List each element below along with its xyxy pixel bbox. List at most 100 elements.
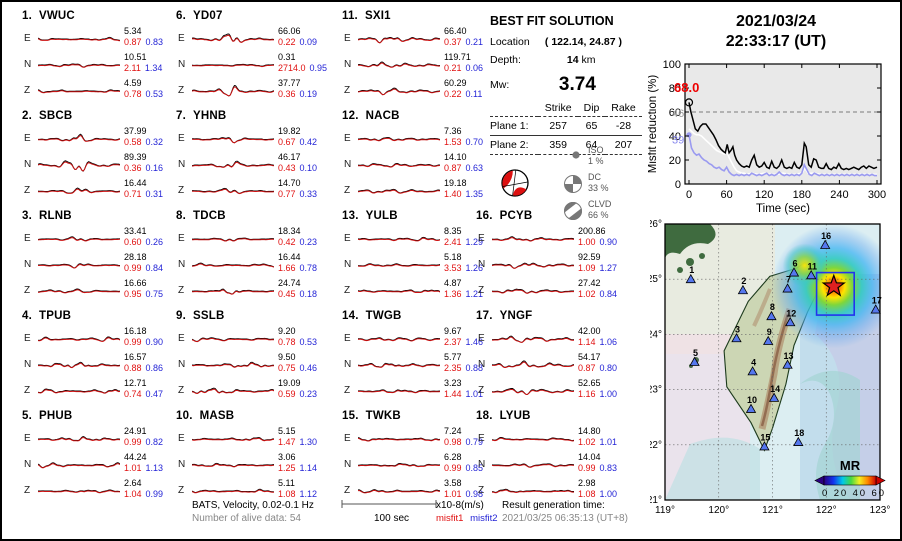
waveform-trace [192,288,274,295]
channel-row-z: Z 19.18 1.40 1.35 [342,178,494,204]
event-time-title: 2021/03/24 22:33:17 (UT) [725,13,827,50]
waveform-trace [38,288,120,294]
channel-values: 16.57 0.88 0.86 [124,352,164,373]
waveform-trace [192,160,274,168]
station-header: 12. NACB [342,110,400,122]
station-block-twkb: 15. TWKB E 7.24 0.98 0.79 N 6.28 0.99 0.85 Z 3.58 1.… [342,408,494,508]
channel-label: N [478,459,486,470]
channel-label: Z [344,285,351,296]
waveform-trace [358,362,440,368]
misfit1-label: misfit1 [436,513,464,524]
waveform-trace [38,133,120,142]
colorbar-title: MR [840,458,861,473]
dc-icon [564,175,582,193]
station-header: 8. TDCB [176,210,226,222]
map-station-marker-11 [806,270,817,280]
waveform-trace [192,361,274,368]
result-time-value: 2021/03/25 06:35:13 (UT+8) [502,513,628,524]
channel-row-e: E 66.06 0.22 0.09 [176,26,328,52]
channel-values: 14.10 0.87 0.63 [444,152,484,173]
channel-values: 28.18 0.99 0.84 [124,252,164,273]
waveform-column-2: 6. YD07 E 66.06 0.22 0.09 N 0.31 2714.0 0.95 Z 37.7… [176,8,328,508]
map-station-number: 12 [786,308,796,318]
channel-row-n: N 89.39 0.36 0.16 [22,152,174,178]
channel-row-e: E 42.00 1.14 1.06 [476,326,628,352]
map-station-number: 4 [751,357,756,367]
waveform-trace [38,361,120,369]
station-block-yd07: 6. YD07 E 66.06 0.22 0.09 N 0.31 2714.0 0.95 Z 37.7… [176,8,328,108]
channel-values: 16.44 1.66 0.78 [278,252,318,273]
colorbar-tick-labels: 0 20 40 60 [822,488,884,499]
waveform-trace [192,337,274,343]
channel-row-e: E 18.34 0.42 0.23 [176,226,328,252]
channel-label: N [24,359,32,370]
panel-title: BEST FIT SOLUTION [490,14,614,28]
channel-row-n: N 10.51 2.11 1.34 [22,52,174,78]
station-block-tpub: 4. TPUB E 16.18 0.99 0.90 N 16.57 0.88 0.86 Z 12.71… [22,308,174,408]
channel-values: 5.15 1.47 1.30 [278,426,318,447]
map-station-marker-15 [759,441,770,451]
station-header: 17. YNGF [476,310,533,322]
depth-value: 14 [566,54,579,66]
channel-label: Z [344,485,351,496]
location-value: ( 122.14, 24.87 ) [544,36,622,48]
station-block-pcyb: 16. PCYB E 200.86 1.00 0.90 N 92.59 1.09 1.27 Z 27.… [476,208,628,308]
mw-row: Mw: 3.74 [490,72,648,95]
mr-colorbar: MR 0 20 40 60 [814,458,886,499]
waveform-trace [38,160,120,172]
waveform-trace [38,236,120,242]
map-lat-tick: 22° [650,440,662,451]
channel-row-e: E 5.34 0.87 0.83 [22,26,174,52]
dc-item: DC 33 % [562,171,652,198]
station-block-sbcb: 2. SBCB E 37.99 0.58 0.32 N 89.39 0.36 0.16 Z 16.44… [22,108,174,208]
channel-values: 5.34 0.87 0.83 [124,26,164,47]
data-source-label: BATS, Velocity, 0.02-0.1 Hz [192,500,314,511]
channel-label: E [24,433,31,444]
channel-values: 6.28 0.99 0.85 [444,452,484,473]
station-block-phub: 5. PHUB E 24.91 0.99 0.82 N 44.24 1.01 1.13 Z 2.64 1… [22,408,174,508]
channel-label: E [178,33,185,44]
channel-values: 10.51 2.11 1.34 [124,52,163,73]
x-tick-label: 120 [755,189,773,201]
col-dip: Dip [577,100,605,117]
station-header: 18. LYUB [476,410,531,422]
waveform-trace [38,436,120,442]
time-scalebar [341,500,437,508]
waveform-trace [192,33,274,43]
channel-values: 18.34 0.42 0.23 [278,226,318,247]
misfit2-label: misfit2 [470,513,498,524]
y-tick-label: 80 [669,83,681,95]
channel-label: Z [478,485,485,496]
waveform-trace [492,463,574,468]
channel-label: N [344,159,352,170]
station-block-lyub: 18. LYUB E 14.80 1.02 1.01 N 14.04 0.99 0.83 Z 2.98… [476,408,628,508]
map-station-number: 18 [794,428,804,438]
station-header: 4. TPUB [22,310,72,322]
channel-values: 3.06 1.25 1.14 [278,452,318,473]
waveform-trace [358,437,440,442]
channel-label: Z [24,485,31,496]
channel-values: 16.66 0.95 0.75 [124,278,164,299]
map-station-number: 16 [821,231,831,241]
waveform-trace [358,61,440,68]
channel-row-z: Z 19.09 0.59 0.23 [176,378,328,404]
channel-label: Z [178,185,185,196]
channel-label: N [478,259,486,270]
waveform-trace [192,63,274,68]
map-station-number: 14 [770,384,780,394]
channel-values: 14.70 0.77 0.33 [278,178,318,199]
channel-values: 52.65 1.16 1.00 [578,378,618,399]
waveform-trace [492,262,574,269]
waveform-trace [358,489,440,494]
x-axis-title: Time (sec) [756,203,810,215]
station-header: 2. SBCB [22,110,73,122]
channel-row-z: Z 4.59 0.78 0.53 [22,78,174,104]
channel-row-n: N 0.31 2714.0 0.95 [176,52,328,78]
channel-values: 27.42 1.02 0.84 [578,278,618,299]
depth-unit: km [581,54,596,66]
channel-label: N [178,259,186,270]
channel-values: 19.09 0.59 0.23 [278,378,318,399]
channel-values: 3.58 1.01 0.98 [444,478,484,499]
channel-label: N [24,59,32,70]
waveform-trace [492,236,574,242]
